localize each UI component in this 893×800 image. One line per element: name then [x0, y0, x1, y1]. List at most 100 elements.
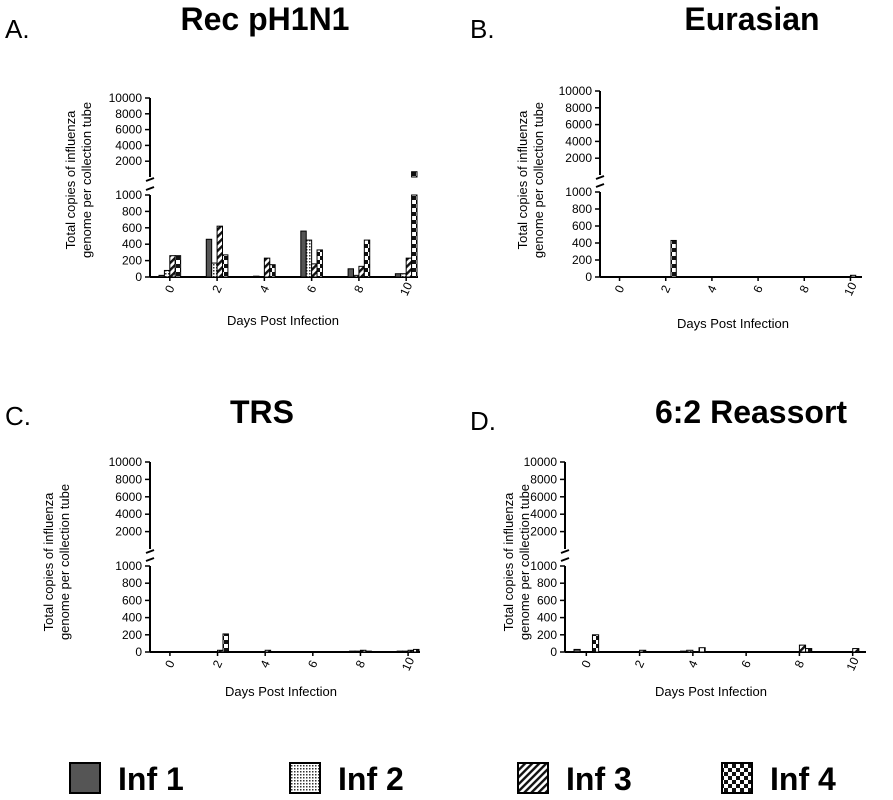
y-tick-label: 800	[122, 204, 142, 218]
y-tick-label: 0	[550, 645, 557, 659]
x-tick-label: 4	[704, 283, 720, 295]
y-tick-label: 0	[135, 270, 142, 284]
bar-inf-2	[163, 269, 171, 278]
y-tick-label: 600	[537, 593, 557, 607]
chart-title: 6:2 Reassort	[655, 394, 847, 430]
bar-inf-3	[216, 225, 224, 278]
x-tick-label: 8	[351, 283, 367, 295]
panel-letter: B.	[470, 14, 495, 44]
bar-inf-1	[680, 650, 688, 653]
y-tick-label: 400	[572, 236, 592, 250]
y-axis-label: Total copies of influenzagenome per coll…	[63, 102, 94, 258]
y-tick-label: 6000	[115, 490, 142, 504]
bar-inf-4	[413, 648, 420, 653]
chart-panel-2: B. Eurasian 0 200 400 600 800 1000 2000 4000 6000 8…	[470, 1, 862, 331]
bar-inf-4	[591, 634, 600, 653]
y-tick-label: 2000	[565, 151, 592, 165]
bar-inf-4	[411, 194, 418, 278]
x-tick-label: 6	[738, 658, 754, 670]
y-tick-label: 6000	[115, 123, 142, 137]
bar-inf-1	[573, 648, 581, 653]
legend-label-2: Inf 2	[338, 761, 404, 797]
x-tick-label: 2	[209, 283, 225, 295]
bar-inf-1	[300, 230, 307, 278]
y-tick-label: 800	[537, 576, 557, 590]
y-tick-label: 400	[122, 611, 142, 625]
y-axis-label-line: genome per collection tube	[517, 484, 532, 640]
axis-break-mark	[145, 177, 155, 182]
x-tick-label: 2	[658, 283, 674, 295]
y-tick-label: 0	[135, 645, 142, 659]
y-tick-label: 4000	[565, 134, 592, 148]
bar-inf-4	[670, 239, 677, 278]
y-axis-label-line: genome per collection tube	[57, 484, 72, 640]
x-tick-label: 2	[632, 658, 648, 670]
bar-inf-2	[686, 649, 694, 653]
y-axis-label: Total copies of influenzagenome per coll…	[41, 484, 72, 640]
x-tick-label: 6	[305, 658, 321, 670]
y-tick-label: 200	[122, 254, 142, 268]
bar-inf-3	[169, 255, 176, 278]
bar-inf-3	[639, 649, 647, 653]
axis-break-mark	[595, 175, 605, 180]
y-tick-label: 1000	[530, 559, 557, 573]
bar-inf-3	[359, 649, 367, 653]
y-tick-label: 600	[572, 219, 592, 233]
x-tick-label: 4	[257, 283, 273, 295]
y-tick-label: 6000	[530, 490, 557, 504]
bar-inf-4	[805, 648, 813, 653]
bar-inf-4	[174, 255, 182, 278]
x-tick-label: 10	[399, 655, 417, 673]
bar-inf-3	[849, 274, 857, 278]
x-tick-label: 4	[685, 658, 701, 670]
chart-panel-1: A. Rec pH1N1 0 200 400 600 800 1000 2000 40006000…	[5, 1, 418, 328]
chart-title: Rec pH1N1	[181, 1, 350, 37]
bar-inf-1	[349, 650, 356, 653]
bar-inf-1	[158, 274, 165, 278]
bar-inf-1	[205, 238, 213, 278]
chart-title: TRS	[230, 394, 294, 430]
x-tick-label: 10	[844, 655, 862, 673]
y-tick-label: 6000	[565, 118, 592, 132]
bar-inf-4	[222, 633, 229, 653]
x-tick-label: 2	[210, 658, 226, 670]
bar-inf-3	[798, 644, 807, 653]
bar-inf-3	[217, 649, 224, 653]
bar-inf-2	[402, 650, 409, 653]
chart-title: Eurasian	[684, 1, 819, 37]
y-tick-label: 600	[122, 593, 142, 607]
legend-label-1: Inf 1	[118, 761, 184, 797]
chart-panel-3: C. TRS 0 200 400 600 800 1000 2000 4000 6000 8000 10…	[5, 394, 420, 699]
y-tick-label: 0	[585, 270, 592, 284]
bar-inf-1	[347, 268, 355, 278]
legend-label-3: Inf 3	[566, 761, 632, 797]
x-axis-label: Days Post Infection	[677, 316, 789, 331]
y-axis-label-line: Total copies of influenza	[515, 110, 530, 250]
x-tick-label: 0	[162, 283, 178, 295]
bar-inf-2	[353, 274, 360, 278]
bar-inf-2	[211, 262, 218, 278]
x-tick-label: 6	[304, 283, 320, 295]
legend-swatch-4	[721, 762, 753, 794]
legend-swatch-2	[289, 762, 321, 794]
y-axis-label-line: Total copies of influenza	[501, 492, 516, 632]
y-tick-label: 8000	[530, 472, 557, 486]
x-axis-label: Days Post Infection	[225, 684, 337, 699]
y-tick-label: 8000	[115, 472, 142, 486]
bar-inf-1	[253, 275, 260, 278]
y-axis-label-line: genome per collection tube	[531, 102, 546, 258]
y-axis-label-line: genome per collection tube	[79, 102, 94, 258]
y-tick-label: 800	[122, 576, 142, 590]
bar-inf-2	[354, 650, 361, 653]
bar-inf-4	[269, 264, 276, 278]
bar-inf-3	[311, 263, 318, 278]
x-tick-label: 8	[797, 283, 813, 295]
x-axis-label: Days Post Infection	[227, 313, 339, 328]
x-tick-label: 0	[579, 658, 595, 670]
bar-inf-1	[394, 273, 402, 278]
axis-break-mark	[560, 549, 570, 554]
panel-letter: D.	[470, 406, 496, 436]
axis-break-mark	[145, 186, 155, 191]
legend-swatch-1	[69, 762, 101, 794]
y-tick-label: 10000	[559, 84, 593, 98]
